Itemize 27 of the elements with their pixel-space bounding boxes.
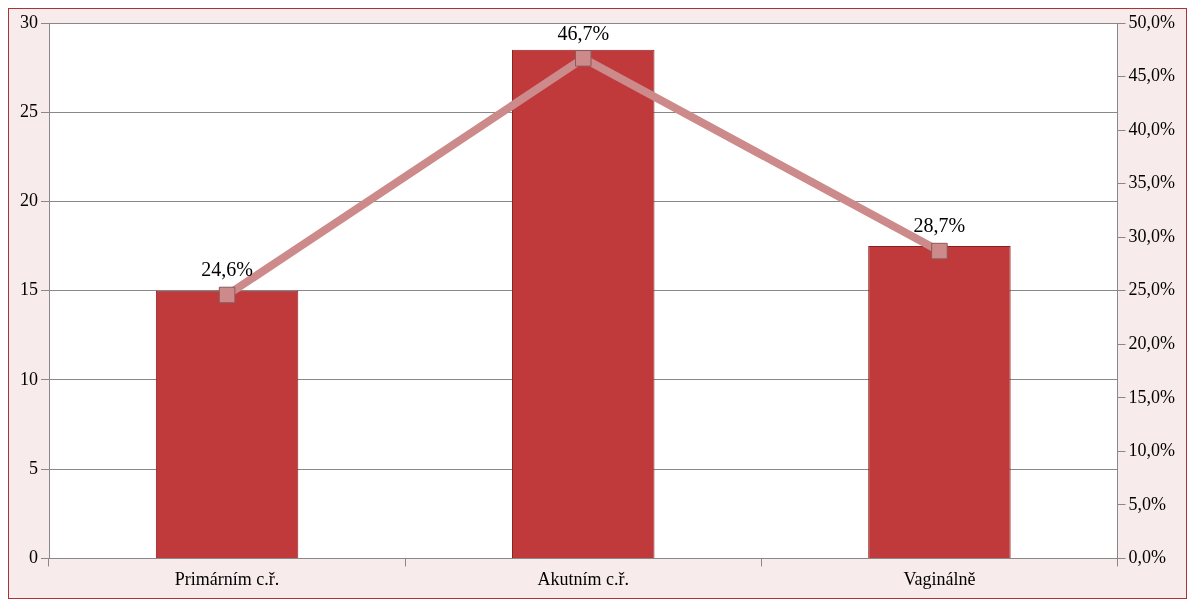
y2-tick-label: 50,0% xyxy=(1128,11,1176,32)
y-tick-label: 10 xyxy=(20,368,38,389)
y-tick-label: 5 xyxy=(29,457,38,478)
y2-tick-label: 40,0% xyxy=(1128,118,1176,139)
y2-tick-label: 25,0% xyxy=(1128,279,1176,300)
data-label: 24,6% xyxy=(201,258,253,281)
y2-tick-label: 20,0% xyxy=(1128,332,1176,353)
y-tick-label: 15 xyxy=(20,279,38,300)
y-tick-label: 20 xyxy=(20,190,38,211)
x-tick-label: Primárním c.ř. xyxy=(174,568,280,589)
y-tick-label: 25 xyxy=(20,100,38,121)
y2-tick-label: 5,0% xyxy=(1128,493,1167,514)
x-tick-label: Akutním c.ř. xyxy=(537,568,629,589)
data-label: 46,7% xyxy=(557,21,610,44)
y-tick-label: 30 xyxy=(20,11,38,32)
y2-tick-label: 10,0% xyxy=(1128,440,1176,461)
y2-tick-label: 15,0% xyxy=(1128,386,1176,407)
point xyxy=(931,242,948,260)
y2-tick-label: 45,0% xyxy=(1128,65,1176,86)
x-tick-label: Vaginálně xyxy=(903,568,976,589)
data-label: 28,7% xyxy=(913,214,966,237)
y2-tick-label: 0,0% xyxy=(1128,547,1167,568)
y2-tick-label: 35,0% xyxy=(1128,172,1176,193)
point xyxy=(574,50,592,67)
y2-tick-label: 30,0% xyxy=(1128,225,1176,246)
point xyxy=(218,286,236,304)
y-tick-label: 0 xyxy=(29,547,38,568)
